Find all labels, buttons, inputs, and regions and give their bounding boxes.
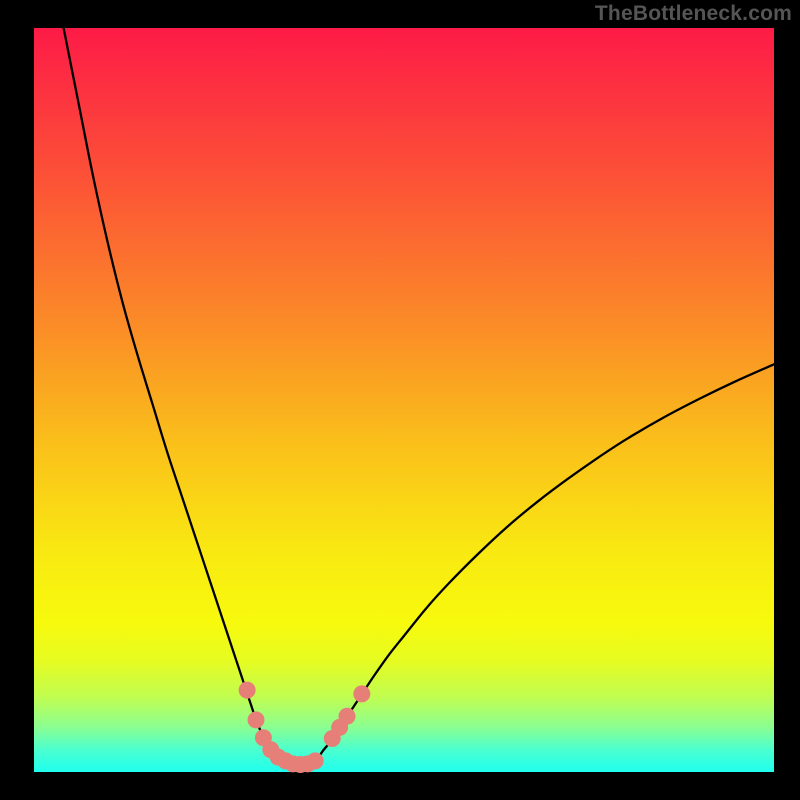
data-marker [248,711,265,728]
data-marker [239,682,256,699]
data-marker [339,708,356,725]
data-marker [307,752,324,769]
data-marker [353,685,370,702]
watermark-text: TheBottleneck.com [595,2,792,26]
chart-stage: TheBottleneck.com [0,0,800,800]
plot-svg [0,0,800,800]
plot-background [34,28,774,772]
